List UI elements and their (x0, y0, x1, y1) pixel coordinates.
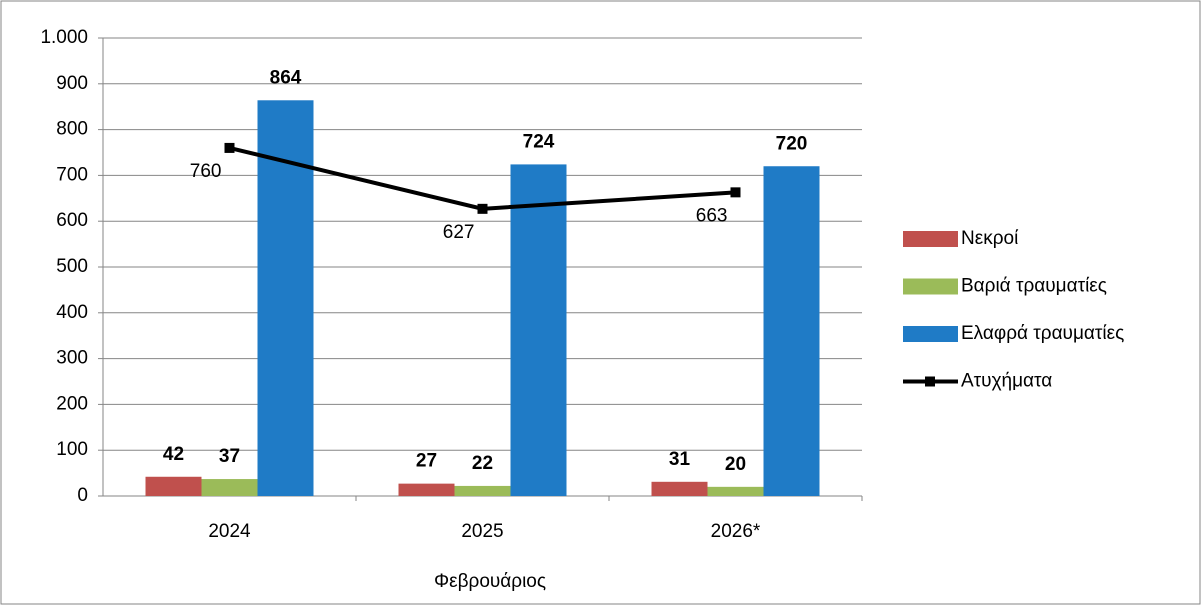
x-axis-title: Φεβρουάριος (434, 571, 546, 592)
y-tick-label: 700 (56, 164, 88, 185)
y-tick-label: 600 (56, 210, 88, 231)
bar (510, 164, 567, 496)
bar (454, 485, 511, 496)
bar (651, 481, 708, 496)
bar (145, 476, 202, 496)
bar-value-label: 27 (416, 451, 437, 472)
bar-value-label: 864 (270, 67, 302, 88)
y-tick-label: 800 (56, 119, 88, 140)
y-tick-label: 300 (56, 348, 88, 369)
x-tick-label: 2025 (461, 521, 503, 542)
x-tick-label: 2024 (208, 521, 251, 542)
y-tick-label: 400 (56, 302, 88, 323)
y-tick-label: 500 (56, 256, 88, 277)
legend-label: Ατυχήματα (961, 371, 1052, 392)
legend-swatch (903, 278, 958, 295)
bar-value-label: 22 (472, 453, 493, 474)
bar-value-label: 720 (776, 133, 808, 154)
bar-value-label: 724 (523, 131, 555, 152)
bar-value-label: 42 (163, 444, 184, 465)
legend-label: Νεκροί (961, 228, 1019, 249)
y-tick-label: 200 (56, 393, 88, 414)
bar-value-label: 31 (669, 449, 691, 470)
bar-value-label: 20 (725, 454, 746, 475)
bar (398, 483, 455, 496)
legend-label: Ελαφρά τραυματίες (961, 323, 1124, 344)
bar-value-label: 37 (219, 446, 240, 467)
line-marker (477, 203, 488, 214)
line-marker (224, 142, 235, 153)
legend-swatch (903, 326, 958, 342)
y-tick-label: 1.000 (40, 27, 88, 48)
y-tick-label: 0 (77, 485, 88, 506)
bar (201, 479, 258, 496)
line-value-label: 627 (443, 222, 475, 243)
bar (763, 166, 820, 497)
bar (707, 486, 764, 496)
line-value-label: 760 (190, 161, 222, 182)
x-tick-label: 2026* (711, 521, 761, 542)
legend-swatch (903, 231, 958, 247)
legend-marker (925, 376, 935, 387)
legend-label: Βαριά τραυματίες (961, 276, 1107, 297)
y-tick-label: 100 (56, 439, 88, 460)
line-value-label: 663 (696, 205, 728, 226)
line-marker (730, 187, 741, 198)
y-tick-label: 900 (56, 73, 88, 94)
